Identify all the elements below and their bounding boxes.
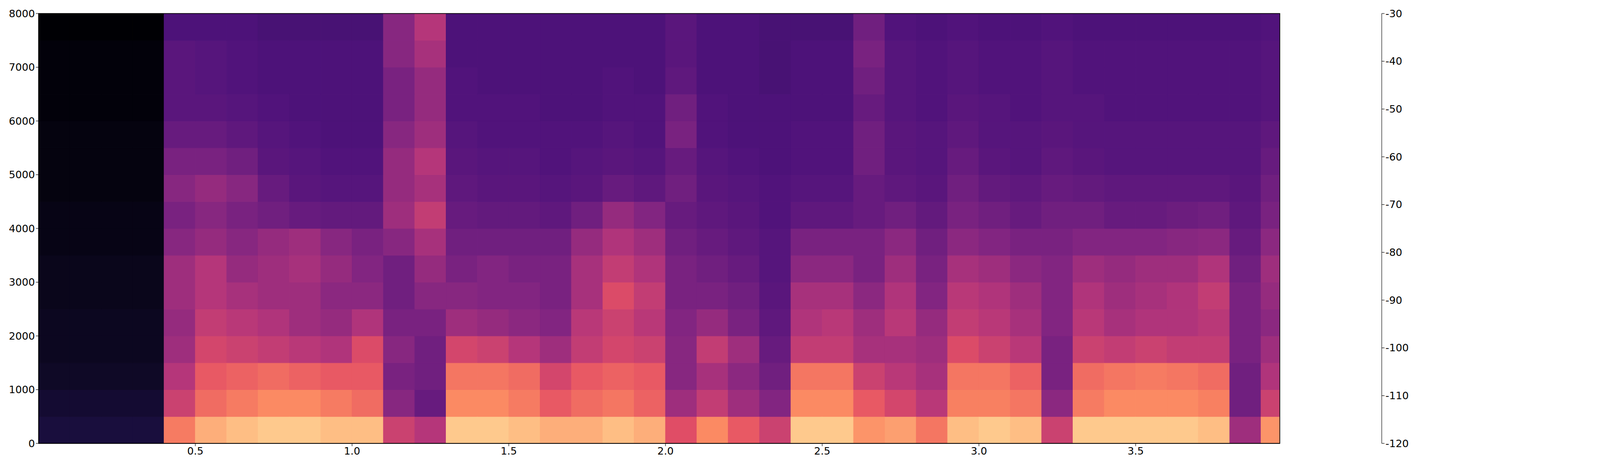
svg-text:2.5: 2.5	[813, 445, 831, 458]
svg-text:3.5: 3.5	[1127, 445, 1144, 458]
svg-text:-90: -90	[1385, 294, 1403, 307]
svg-text:-100: -100	[1385, 342, 1409, 354]
svg-text:6000: 6000	[8, 115, 35, 128]
svg-text:2.0: 2.0	[657, 445, 674, 458]
svg-text:0: 0	[28, 437, 35, 450]
svg-text:-120: -120	[1385, 437, 1409, 450]
svg-text:-110: -110	[1385, 389, 1409, 402]
svg-text:-80: -80	[1385, 246, 1403, 259]
svg-text:3.0: 3.0	[970, 445, 988, 458]
svg-text:-40: -40	[1385, 55, 1403, 68]
svg-text:4000: 4000	[8, 222, 35, 235]
svg-text:0.5: 0.5	[187, 445, 204, 458]
svg-text:1.5: 1.5	[500, 445, 518, 458]
svg-text:8000: 8000	[8, 7, 35, 20]
svg-text:5000: 5000	[8, 168, 35, 181]
svg-text:2000: 2000	[8, 330, 35, 343]
svg-text:-60: -60	[1385, 151, 1403, 163]
svg-text:-70: -70	[1385, 198, 1403, 211]
svg-text:1000: 1000	[8, 383, 35, 396]
svg-text:7000: 7000	[8, 61, 35, 74]
svg-text:-50: -50	[1385, 103, 1403, 115]
svg-text:-30: -30	[1385, 7, 1403, 20]
svg-text:3000: 3000	[8, 276, 35, 289]
svg-text:1.0: 1.0	[343, 445, 361, 458]
